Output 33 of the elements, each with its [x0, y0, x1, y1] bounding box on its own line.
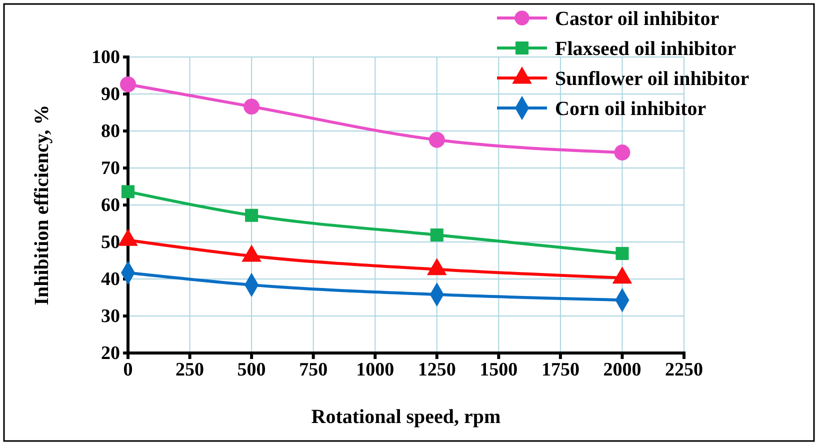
point [121, 185, 135, 198]
point [428, 132, 445, 148]
point [616, 246, 629, 260]
y-tick-label: 50 [101, 232, 120, 254]
y-tick-label: 40 [101, 269, 120, 290]
y-axis-title: Inhibition efficiency, % [31, 104, 53, 306]
point [244, 98, 260, 115]
y-tick-label: 90 [101, 84, 120, 106]
x-axis-title: Rotational speed, rpm [311, 406, 502, 428]
point [120, 76, 136, 92]
x-tick-label: 500 [237, 359, 266, 380]
x-tick-label: 250 [176, 359, 204, 380]
legend-label: Sunflower oil inhibitor [555, 68, 750, 90]
legend-label: Flaxseed oil inhibitor [555, 38, 736, 60]
x-tick-label: 750 [299, 359, 328, 380]
point [614, 144, 630, 160]
legend-label: Castor oil inhibitor [555, 8, 720, 30]
x-tick-label: 0 [123, 359, 133, 380]
point [245, 208, 258, 222]
x-tick-label: 1250 [418, 359, 456, 380]
y-tick-label: 100 [92, 47, 120, 68]
legend-label: Corn oil inhibitor [555, 98, 706, 120]
y-tick-label: 70 [101, 158, 120, 180]
y-tick-label: 20 [101, 343, 120, 364]
point [430, 228, 444, 242]
x-tick-label: 2000 [603, 359, 642, 380]
y-tick-label: 60 [101, 195, 120, 216]
y-tick-label: 80 [101, 121, 120, 142]
x-tick-label: 1500 [480, 359, 518, 380]
y-tick-label: 30 [101, 306, 120, 328]
x-tick-label: 2250 [665, 359, 703, 380]
x-tick-label: 1000 [356, 359, 394, 380]
x-tick-label: 1750 [541, 359, 580, 380]
